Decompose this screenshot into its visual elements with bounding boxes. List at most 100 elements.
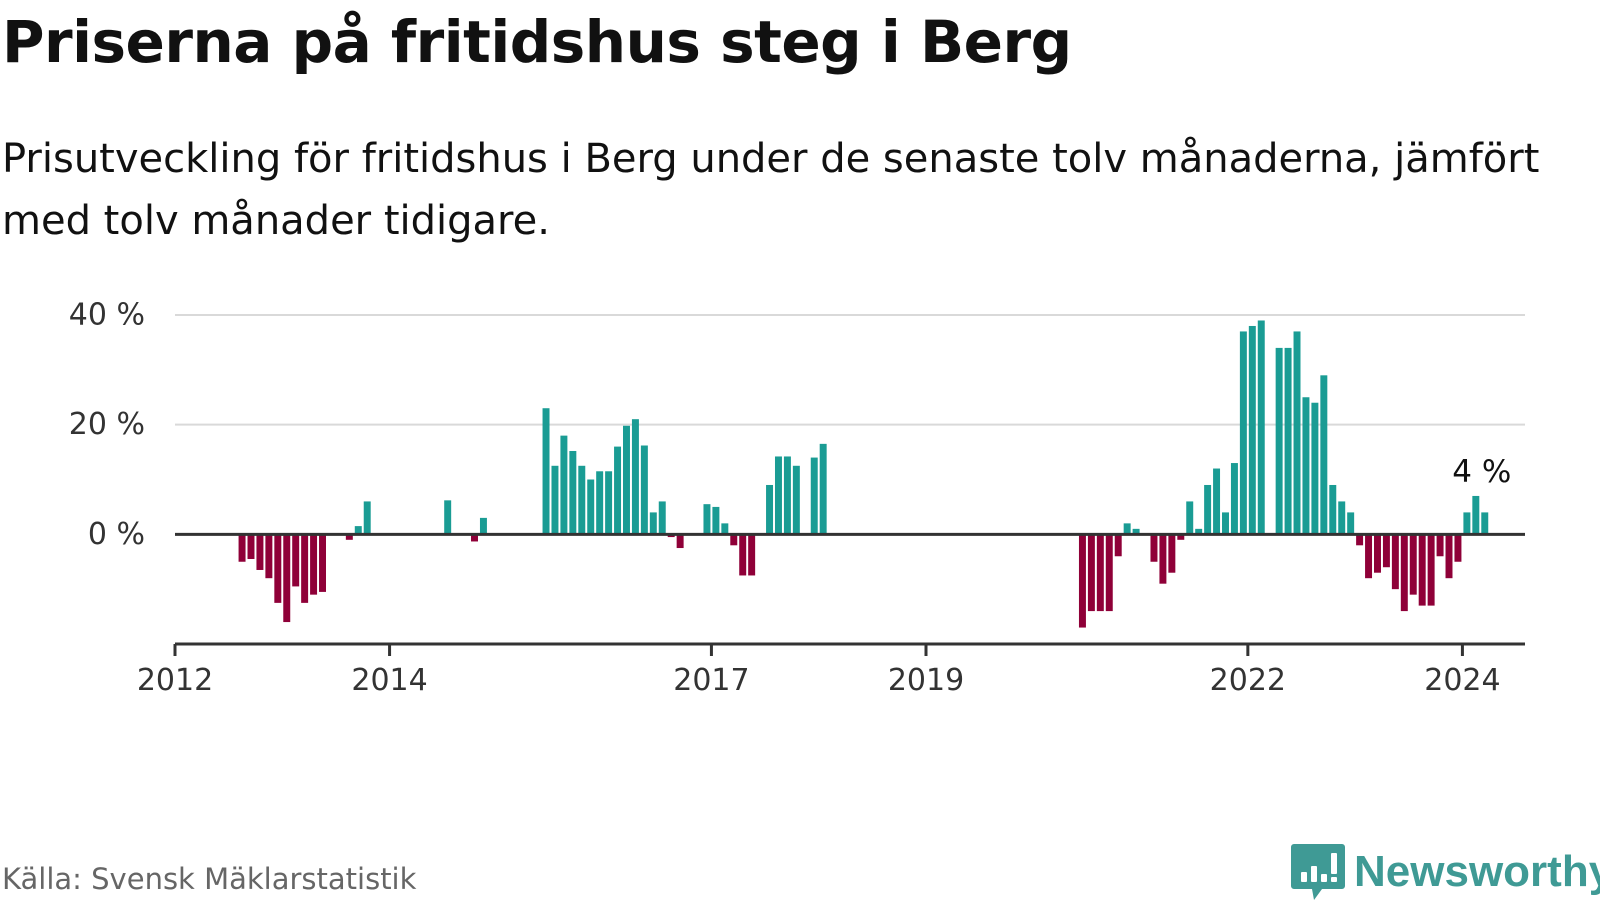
bar-2022-07 [1302,397,1310,535]
bar-2023-05 [1391,534,1399,590]
bar-2021-07 [1195,528,1203,535]
bar-2013-09 [354,526,362,535]
bar-2022-05 [1284,347,1292,535]
bar-2020-11 [1123,523,1131,535]
bar-2016-05 [640,445,648,535]
bar-2022-11 [1338,501,1346,535]
bar-2017-05 [748,534,756,576]
x-tick-label: 2017 [673,663,749,698]
bar-2013-04 [310,534,318,595]
bar-2021-04 [1168,534,1176,573]
bar-2021-09 [1213,468,1221,535]
bar-2017-03 [730,534,738,546]
bar-2017-07 [766,484,774,535]
bar-2022-02 [1257,320,1265,535]
latest-value-label: 4 % [1452,454,1511,490]
bar-2021-02 [1150,534,1158,562]
bar-2016-04 [631,419,639,535]
bar-2015-09 [569,450,577,535]
bar-2016-06 [649,512,657,535]
bar-2022-12 [1347,512,1355,535]
y-tick-label: 40 % [69,298,145,333]
bar-chart: 0 % 20 % 40 % 2012 2014 2017 2019 2022 2024 4 % [69,298,1525,698]
bar-2014-11 [479,517,487,535]
bar-2012-11 [265,534,273,579]
bar-2023-07 [1409,534,1417,595]
bar-2021-10 [1222,512,1229,535]
bar-2015-10 [578,465,586,535]
bar-2012-08 [238,534,246,562]
bar-2016-01 [605,471,613,535]
bar-2020-09 [1105,534,1113,612]
bar-2024-01 [1463,512,1471,535]
bar-2023-02 [1365,534,1373,579]
x-tick-label: 2022 [1210,663,1286,698]
bar-2023-03 [1374,534,1381,573]
x-tick-label: 2024 [1424,663,1500,698]
bar-2017-10 [792,465,800,535]
bar-2017-09 [783,456,791,535]
bar-2020-08 [1096,534,1104,612]
y-tick-label: 0 % [88,517,145,552]
bar-2016-07 [658,501,666,535]
bar-2023-12 [1454,534,1462,562]
brand-logo: Newsworthy [1290,840,1600,904]
bar-2020-12 [1132,528,1140,535]
bar-2014-07 [444,500,452,535]
bar-2023-04 [1382,534,1390,568]
bar-2013-10 [363,501,371,535]
annotations: 4 % [1452,454,1511,490]
newsworthy-logo-icon [1291,844,1345,900]
bar-2022-06 [1293,331,1301,535]
x-tick-label: 2019 [888,663,964,698]
bar-2017-08 [774,456,782,535]
bar-2015-11 [587,479,595,535]
brand-name: Newsworthy [1354,847,1600,896]
bar-2021-03 [1159,534,1167,584]
bar-2023-08 [1418,534,1426,606]
bar-2023-09 [1427,534,1435,606]
axes [175,532,1525,646]
y-axis-labels: 0 % 20 % 40 % [69,298,145,552]
bar-2016-02 [614,446,622,535]
bar-2018-01 [819,443,827,535]
bar-2020-06 [1078,534,1086,628]
x-tick-label: 2014 [351,663,427,698]
bar-2023-10 [1436,534,1444,557]
x-tick-label: 2012 [137,663,213,698]
bar-2021-08 [1204,484,1212,535]
y-tick-label: 20 % [69,407,145,442]
chart-title: Priserna på fritidshus steg i Berg [2,8,1072,76]
bar-2021-12 [1239,331,1247,535]
bar-2017-01 [712,506,720,535]
bar-2017-12 [810,457,818,535]
bar-2012-12 [274,534,282,603]
bar-2013-02 [292,534,300,587]
bar-2024-02 [1472,495,1480,535]
bar-2021-11 [1230,463,1238,535]
bar-2022-08 [1311,402,1319,535]
bar-2023-11 [1445,534,1453,579]
bar-2017-02 [721,523,729,535]
bar-2021-05 [1177,534,1185,540]
bar-2015-07 [551,465,559,535]
bar-2024-03 [1481,512,1489,535]
bar-2012-09 [247,534,255,560]
bar-2020-07 [1087,534,1095,612]
chart-subtitle: Prisutveckling för fritidshus i Berg und… [2,136,1540,244]
bar-2022-04 [1275,347,1283,535]
bar-2017-04 [739,534,747,576]
bar-2022-09 [1320,375,1328,535]
bar-2021-06 [1186,501,1194,535]
bar-2022-01 [1248,325,1256,535]
bar-2020-10 [1114,534,1122,557]
bar-2013-05 [319,534,326,592]
bar-2016-09 [676,534,684,549]
bar-2014-10 [471,534,478,542]
bar-2015-06 [542,408,550,535]
bar-2023-01 [1356,534,1364,546]
bar-2013-08 [345,534,353,540]
bar-2013-03 [301,534,309,603]
bar-2015-12 [596,471,604,535]
bar-2023-06 [1400,534,1408,612]
